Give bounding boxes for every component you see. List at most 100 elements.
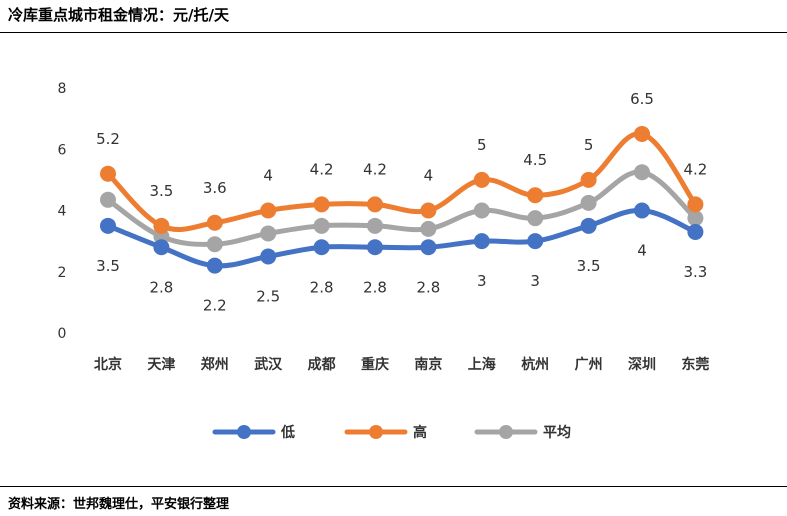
legend-item: 高 (344, 424, 427, 441)
data-point (367, 239, 383, 256)
legend-swatch-marker (499, 425, 513, 439)
chart-title: 冷库重点城市租金情况：元/托/天 (8, 6, 229, 24)
data-point (313, 196, 330, 213)
x-tick-label: 成都 (308, 356, 336, 373)
x-tick-label: 北京 (94, 356, 122, 373)
data-point (367, 217, 383, 234)
y-tick-label: 8 (58, 81, 67, 97)
high-data-label: 4.5 (523, 151, 547, 169)
high-data-label: 4.2 (363, 160, 387, 178)
data-point (420, 239, 437, 256)
series-low (100, 202, 704, 274)
series-lines (100, 125, 704, 274)
data-point (206, 257, 223, 274)
legend-swatch-marker (237, 425, 251, 439)
data-point (420, 202, 437, 219)
high-data-label: 5 (477, 136, 487, 154)
data-point (260, 225, 277, 242)
legend: 低 高 平均 (212, 424, 571, 441)
legend-label: 平均 (543, 424, 571, 441)
bottom-divider (0, 486, 787, 487)
legend-swatch-marker (369, 425, 383, 439)
y-tick-label: 4 (58, 204, 67, 220)
y-axis: 0 2 4 6 8 (58, 81, 67, 342)
data-point (687, 196, 704, 213)
rent-line-chart: 0 2 4 6 8 北京 天津 郑州 武汉 成都 重庆 南京 上海 杭州 广州 深圳 东莞 5.2 3.5 3.6… (58, 81, 710, 441)
data-point (367, 196, 383, 213)
data-point (100, 191, 116, 208)
data-point (473, 202, 490, 219)
data-point (206, 236, 223, 253)
data-point (100, 217, 116, 234)
high-data-label: 5.2 (96, 130, 120, 148)
data-point (420, 220, 437, 237)
legend-item: 低 (212, 424, 295, 441)
x-tick-label: 东莞 (681, 356, 709, 373)
low-data-label: 3 (530, 272, 540, 290)
y-tick-label: 6 (58, 142, 67, 158)
x-tick-label: 武汉 (254, 356, 283, 373)
x-tick-label: 广州 (575, 356, 603, 373)
top-divider (0, 32, 787, 33)
x-axis: 北京 天津 郑州 武汉 成都 重庆 南京 上海 杭州 广州 深圳 东莞 (94, 356, 709, 373)
series-line (105, 169, 698, 247)
data-point (260, 202, 277, 219)
high-data-label: 3.5 (149, 182, 173, 200)
low-data-label: 2.5 (256, 287, 280, 305)
low-data-label: 2.8 (310, 278, 334, 296)
x-tick-label: 上海 (468, 356, 496, 373)
data-point (313, 217, 330, 234)
low-data-label: 2.8 (363, 278, 387, 296)
data-labels: 5.2 3.5 3.6 4 4.2 4.2 4 5 4.5 5 6.5 4.2 3.5 2.8 2.2 2.5… (96, 90, 707, 315)
data-point (313, 239, 330, 256)
low-data-label: 3.5 (96, 257, 120, 275)
high-data-label: 4.2 (683, 160, 707, 178)
data-point (527, 233, 544, 250)
series-line (105, 131, 698, 232)
y-tick-label: 2 (58, 265, 67, 281)
data-point (527, 187, 544, 204)
low-data-label: 3 (477, 272, 487, 290)
legend-item: 平均 (474, 424, 571, 441)
data-point (634, 202, 650, 219)
low-data-label: 2.8 (416, 278, 440, 296)
high-data-label: 4 (424, 167, 434, 185)
data-point (473, 171, 490, 188)
data-point (206, 214, 223, 231)
data-point (153, 217, 170, 234)
data-point (580, 217, 597, 234)
data-point (580, 194, 597, 211)
data-point (260, 248, 277, 265)
data-point (473, 233, 490, 250)
low-data-label: 4 (637, 242, 647, 260)
data-point (100, 165, 116, 182)
legend-label: 低 (280, 424, 295, 441)
x-tick-label: 重庆 (361, 356, 389, 373)
high-data-label: 4.2 (310, 160, 334, 178)
series-line (105, 207, 698, 269)
x-tick-label: 南京 (414, 356, 442, 373)
x-tick-label: 深圳 (628, 356, 656, 373)
low-data-label: 3.3 (683, 263, 707, 281)
low-data-label: 3.5 (577, 257, 601, 275)
high-data-label: 3.6 (203, 179, 227, 197)
series-high (100, 125, 704, 234)
data-point (580, 171, 597, 188)
low-data-label: 2.8 (149, 278, 173, 296)
data-point (634, 164, 650, 181)
x-tick-label: 郑州 (201, 356, 229, 373)
legend-label: 高 (413, 424, 427, 441)
data-point (634, 125, 650, 142)
x-tick-label: 杭州 (521, 356, 549, 373)
data-point (153, 239, 170, 256)
data-point (687, 210, 704, 227)
data-point (527, 210, 544, 227)
low-data-label: 2.2 (203, 297, 227, 315)
y-tick-label: 0 (58, 326, 67, 342)
x-tick-label: 天津 (147, 356, 175, 373)
high-data-label: 4 (263, 167, 273, 185)
high-data-label: 5 (584, 136, 594, 154)
high-data-label: 6.5 (630, 90, 654, 108)
data-point (687, 223, 704, 240)
source-note: 资料来源：世邦魏理仕，平安银行整理 (8, 497, 230, 512)
